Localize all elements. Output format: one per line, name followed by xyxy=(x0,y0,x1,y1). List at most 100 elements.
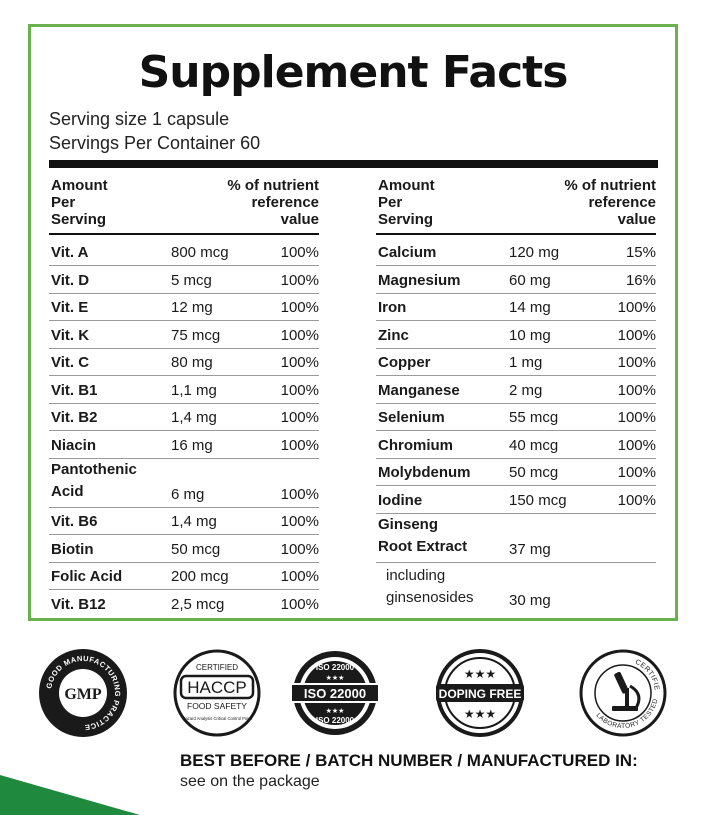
nutrient-row: Selenium 55 mcg 100% xyxy=(376,404,656,431)
nutrient-row: Calcium 120 mg 15% xyxy=(376,235,656,266)
amount-header-line: Serving xyxy=(378,211,434,228)
nutrient-amount: 37 mg xyxy=(509,540,551,558)
nutrient-name: Selenium xyxy=(378,409,445,426)
nutrient-percent: 100% xyxy=(280,326,319,344)
supplement-facts-panel: Supplement Facts Serving size 1 capsule … xyxy=(28,24,678,621)
svg-text:CERTIFIED: CERTIFIED xyxy=(196,663,238,672)
nutrient-row: Zinc 10 mg 100% xyxy=(376,321,656,349)
nutrient-name: Zinc xyxy=(378,326,409,344)
nutrient-row: Vit. D 5 mcg 100% xyxy=(49,266,319,294)
nutrient-row: Vit. K 75 mcg 100% xyxy=(49,321,319,349)
green-corner-decoration xyxy=(0,775,140,815)
nutrient-amount: 50 mcg xyxy=(509,464,559,481)
svg-text:★★★: ★★★ xyxy=(464,667,496,681)
amount-header-line: Per xyxy=(378,194,403,211)
nutrient-amount: 80 mg xyxy=(171,354,213,371)
svg-text:FOOD SAFETY: FOOD SAFETY xyxy=(187,701,247,711)
nutrient-name: Iodine xyxy=(378,491,423,509)
nutrient-name: Magnesium xyxy=(378,271,461,289)
column-header: Amount Per Serving % of nutrient referen… xyxy=(49,175,319,235)
nutrient-name: Vit. B12 xyxy=(51,595,106,613)
nutrient-name: Vit. B6 xyxy=(51,513,98,530)
nutrient-percent: 100% xyxy=(617,409,656,426)
nutrient-percent: 100% xyxy=(617,491,656,509)
nutrient-row: Molybdenum 50 mcg 100% xyxy=(376,459,656,486)
nutrient-amount: 1 mg xyxy=(509,354,543,371)
percent-header-line: % of nutrient xyxy=(227,177,319,194)
ginsenosides-label: including ginsenosides xyxy=(386,565,474,609)
gmp-badge-icon: GOOD MANUFACTURING PRACTICE GMP xyxy=(39,649,127,737)
nutrient-row: Iodine 150 mcg 100% xyxy=(376,486,656,514)
footer-subtitle: see on the package xyxy=(180,773,320,790)
nutrient-amount: 2 mg xyxy=(509,381,543,399)
nutrient-row: Chromium 40 mcg 100% xyxy=(376,431,656,459)
svg-text:★★★: ★★★ xyxy=(464,707,496,721)
nutrient-percent: 100% xyxy=(617,299,656,316)
nutrient-percent: 100% xyxy=(617,381,656,399)
nutrient-name: Vit. A xyxy=(51,244,89,261)
servings-per-container: Servings Per Container 60 xyxy=(49,133,261,153)
amount-header-line: Amount xyxy=(378,177,435,194)
nutrient-name: Vit. C xyxy=(51,354,90,371)
nutrient-amount: 120 mg xyxy=(509,244,560,261)
nutrient-name-line: Pantothenic xyxy=(51,460,137,478)
svg-text:ISO 22000: ISO 22000 xyxy=(304,686,366,701)
column-header: Amount Per Serving % of nutrient referen… xyxy=(376,175,656,235)
amount-header-line: Serving xyxy=(51,211,107,228)
nutrient-percent: 100% xyxy=(280,354,319,371)
nutrient-name-line: Ginseng xyxy=(378,515,439,533)
nutrient-name: Iron xyxy=(378,299,407,316)
nutrient-row: Ginseng Root Extract 37 mg xyxy=(376,514,656,563)
percent-header-line: value xyxy=(280,211,319,228)
nutrient-percent: 16% xyxy=(625,271,656,289)
nutrient-row: Folic Acid 200 mcg 100% xyxy=(49,563,319,590)
nutrient-percent: 100% xyxy=(280,485,319,503)
nutrient-name: Biotin xyxy=(51,540,94,558)
nutrient-name: Pantothenic Acid xyxy=(51,459,137,503)
percent-header-line: reference xyxy=(251,194,319,211)
nutrient-amount: 6 mg xyxy=(171,485,205,503)
svg-text:HACCP: HACCP xyxy=(187,678,247,697)
serving-size: Serving size 1 capsule xyxy=(49,109,230,129)
nutrient-amount: 1,4 mg xyxy=(171,513,217,530)
nutrient-amount: 200 mcg xyxy=(171,568,229,585)
nutrient-name: Vit. D xyxy=(51,271,90,289)
nutrient-name: Molybdenum xyxy=(378,464,471,481)
percent-header-line: value xyxy=(617,211,656,228)
nutrient-amount: 60 mg xyxy=(509,271,551,289)
nutrient-name: Vit. B1 xyxy=(51,381,98,399)
svg-text:★★★: ★★★ xyxy=(326,707,345,715)
nutrient-row: Manganese 2 mg 100% xyxy=(376,376,656,404)
nutrient-name-line: Root Extract xyxy=(378,537,468,555)
nutrient-name: Ginseng Root Extract xyxy=(378,514,467,558)
nutrient-row: Magnesium 60 mg 16% xyxy=(376,266,656,294)
ginsenosides-row: including ginsenosides 30 mg xyxy=(376,563,656,613)
certification-badges: GOOD MANUFACTURING PRACTICE GMP CERTIFIE… xyxy=(0,648,709,738)
nutrient-name: Vit. B2 xyxy=(51,409,98,426)
nutrient-row: Pantothenic Acid 6 mg 100% xyxy=(49,459,319,508)
percent-header-line: reference xyxy=(588,194,656,211)
nutrient-amount: 14 mg xyxy=(509,299,551,316)
right-nutrient-column: Amount Per Serving % of nutrient referen… xyxy=(376,175,656,613)
nutrient-percent: 100% xyxy=(280,244,319,261)
svg-text:★★★: ★★★ xyxy=(326,674,345,682)
nutrient-row: Copper 1 mg 100% xyxy=(376,349,656,376)
nutrient-percent: 100% xyxy=(617,326,656,344)
nutrient-name: Calcium xyxy=(378,244,437,261)
nutrient-percent: 100% xyxy=(280,513,319,530)
nutrient-name: Copper xyxy=(378,354,431,371)
svg-text:ISO 22000: ISO 22000 xyxy=(316,663,355,672)
nutrient-percent: 100% xyxy=(617,436,656,454)
nutrient-percent: 100% xyxy=(617,354,656,371)
left-nutrient-column: Amount Per Serving % of nutrient referen… xyxy=(49,175,319,617)
nutrient-name: Vit. E xyxy=(51,299,89,316)
nutrient-percent: 100% xyxy=(280,299,319,316)
nutrient-amount: 1,1 mg xyxy=(171,381,217,399)
nutrient-name: Manganese xyxy=(378,381,460,399)
nutrient-amount: 150 mcg xyxy=(509,491,567,509)
nutrient-row: Vit. B12 2,5 mcg 100% xyxy=(49,590,319,617)
nutrient-amount: 800 mcg xyxy=(171,244,229,261)
nutrient-amount: 5 mcg xyxy=(171,271,212,289)
ginsenosides-line: including xyxy=(386,566,446,584)
percent-header: % of nutrient reference value xyxy=(227,177,319,228)
